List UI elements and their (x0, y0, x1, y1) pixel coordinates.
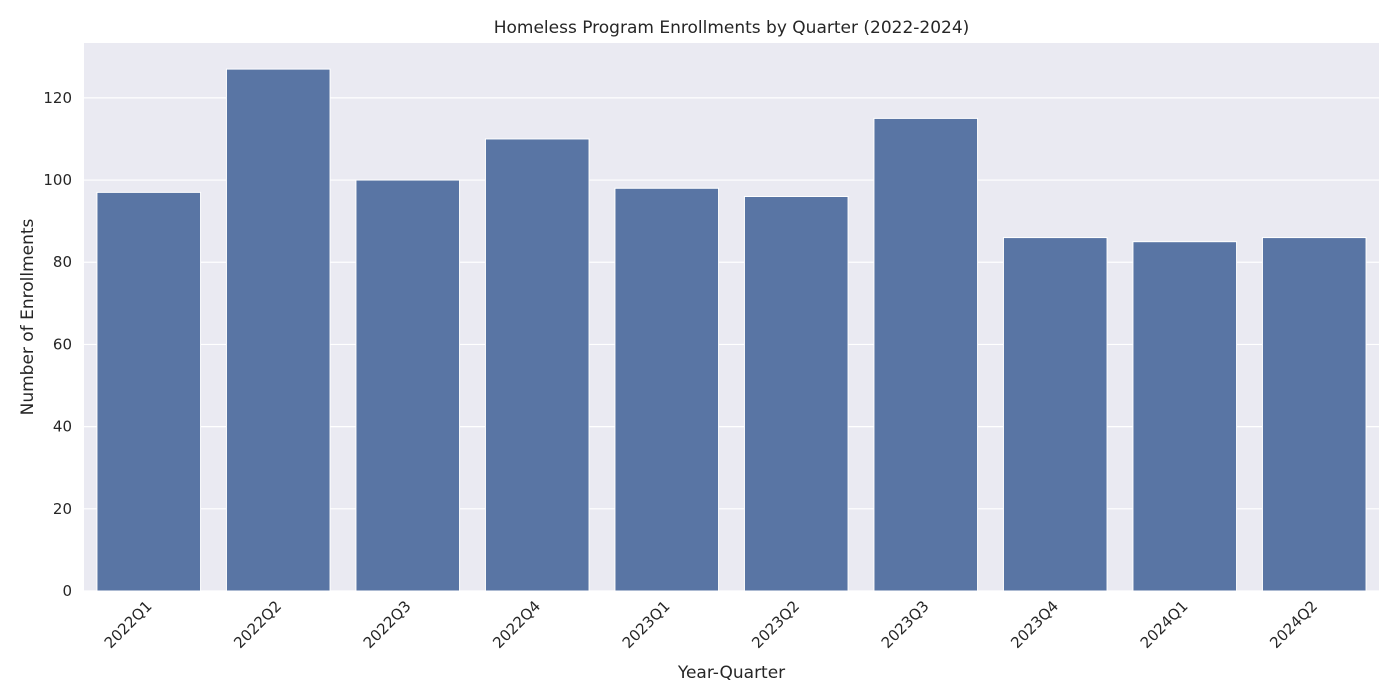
x-tick-label: 2024Q2 (1266, 597, 1321, 652)
y-tick-labels: 0 20 40 60 80 100 120 (43, 89, 72, 600)
y-tick-label: 20 (53, 500, 72, 518)
x-tick-label: 2022Q3 (360, 597, 415, 652)
bar-2023q1 (614, 187, 720, 592)
y-axis-title: Number of Enrollments (18, 218, 38, 415)
x-tick-label: 2022Q4 (489, 597, 544, 652)
x-tick-label: 2024Q1 (1137, 597, 1192, 652)
bar-2024q1 (1132, 241, 1238, 592)
y-tick-label: 120 (43, 89, 72, 107)
bar-2022q1 (96, 191, 202, 592)
x-tick-label: 2023Q2 (748, 597, 803, 652)
y-tick-label: 100 (43, 171, 72, 189)
chart-title: Homeless Program Enrollments by Quarter … (494, 18, 970, 38)
bar-2022q4 (484, 138, 590, 592)
x-tick-label: 2023Q4 (1007, 597, 1062, 652)
bar-2023q3 (873, 117, 979, 592)
x-axis-title: Year-Quarter (677, 663, 785, 683)
x-tick-label: 2023Q3 (878, 597, 933, 652)
y-tick-label: 40 (53, 418, 72, 436)
x-tick-label: 2022Q1 (101, 597, 156, 652)
bar-2023q2 (743, 195, 849, 592)
x-tick-label: 2023Q1 (619, 597, 674, 652)
bar-2022q2 (225, 68, 331, 592)
y-tick-label: 0 (62, 582, 72, 600)
y-tick-label: 60 (53, 335, 72, 353)
bar-2023q4 (1002, 237, 1108, 592)
bar-2022q3 (355, 179, 461, 592)
y-tick-label: 80 (53, 253, 72, 271)
x-tick-label: 2022Q2 (230, 597, 285, 652)
bar-2024q2 (1261, 237, 1367, 592)
x-tick-labels: 2022Q1 2022Q2 2022Q3 2022Q4 2023Q1 2023Q2 2023… (101, 597, 1321, 652)
bars (96, 68, 1367, 592)
